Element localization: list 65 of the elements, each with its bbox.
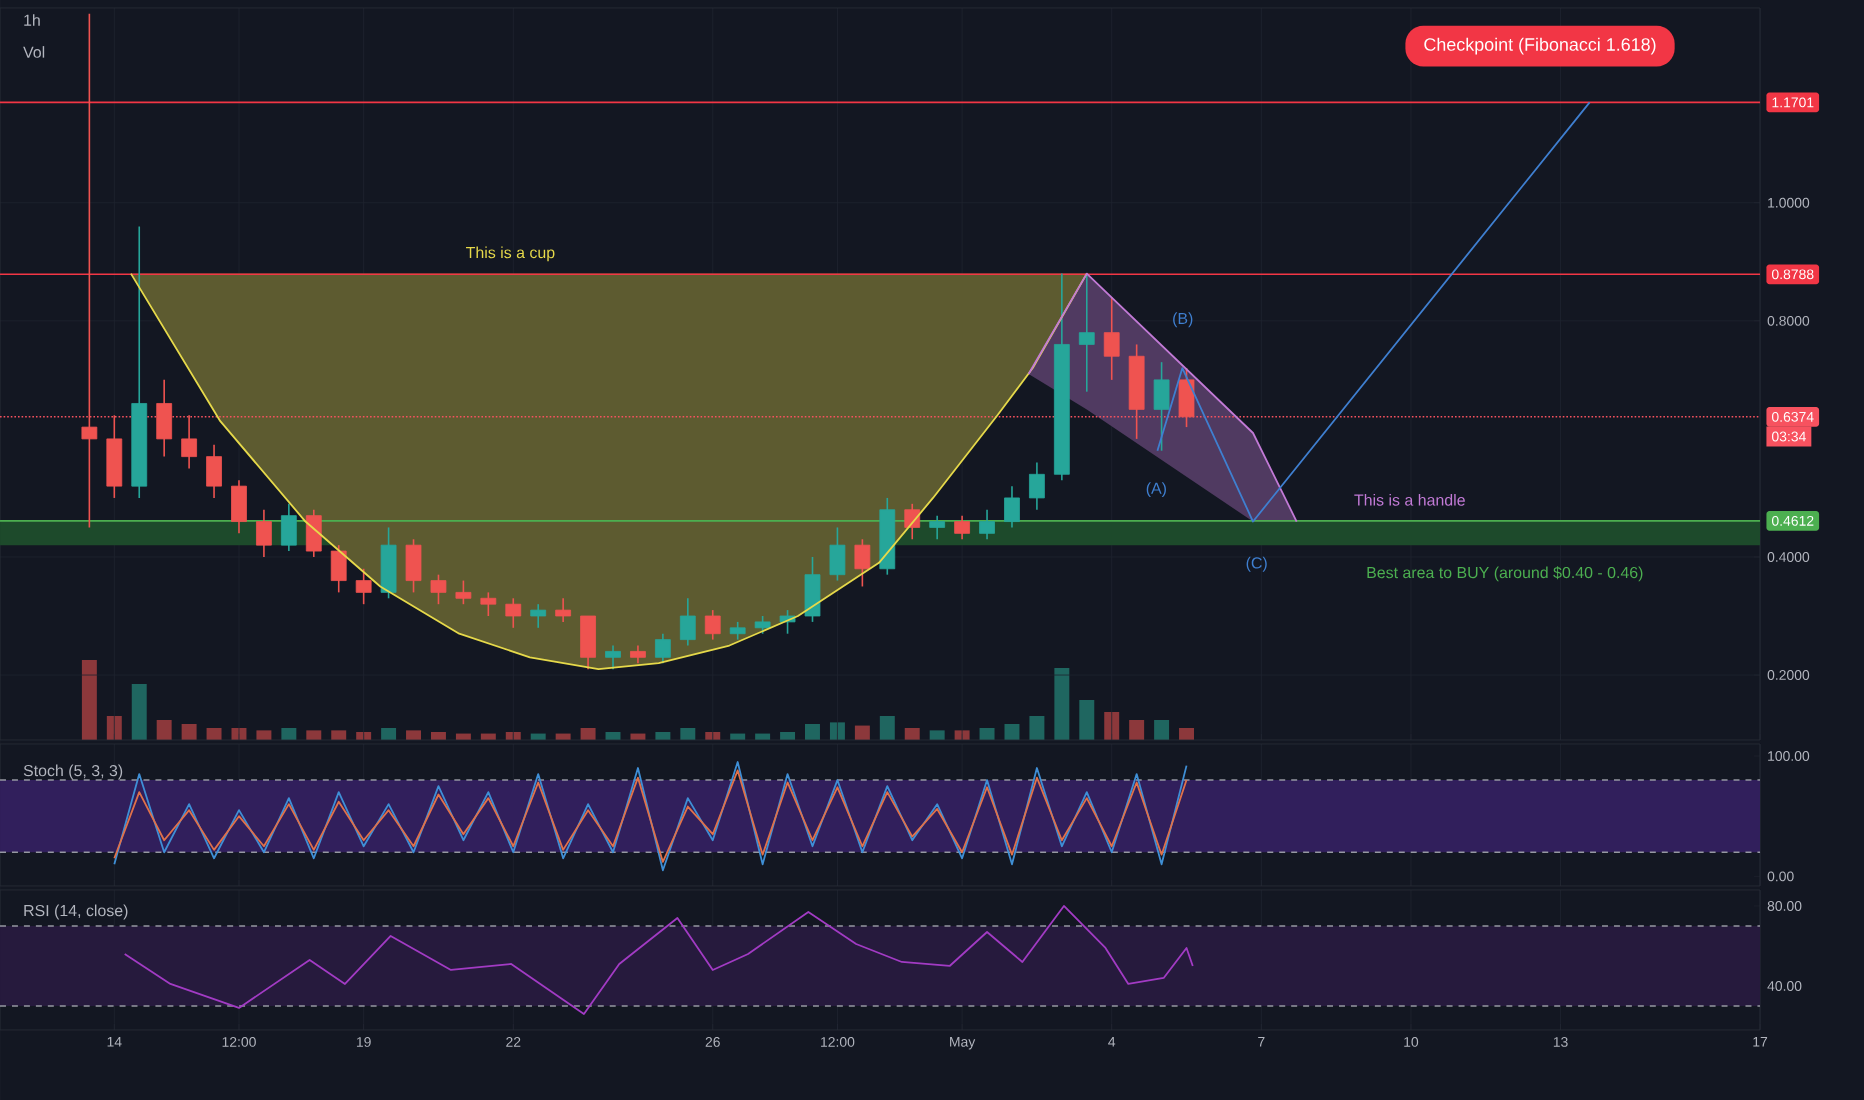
bar: [979, 727, 995, 740]
annotation: Checkpoint (Fibonacci 1.618): [1424, 37, 1656, 55]
bar: [1179, 727, 1195, 740]
candlestick: [355, 567, 372, 605]
bar: [156, 719, 172, 740]
bar: [131, 683, 147, 740]
bar: [306, 730, 322, 740]
candlestick: [1103, 296, 1120, 381]
bar: [929, 730, 945, 740]
bar: [904, 727, 920, 740]
candlestick: [480, 591, 497, 617]
candlestick: [1004, 485, 1020, 529]
bar: [381, 727, 397, 740]
candlestick: [929, 514, 946, 541]
candlestick: [704, 609, 721, 641]
bar: [829, 722, 845, 740]
candlestick: [954, 514, 970, 541]
bar: [256, 730, 272, 740]
bar: [805, 723, 820, 740]
bar: [106, 715, 122, 740]
candlestick: [330, 544, 347, 594]
candlestick: [156, 379, 173, 458]
candlestick: [655, 632, 671, 665]
bar: [1079, 699, 1095, 740]
candlestick: [1078, 272, 1095, 393]
bar: [1004, 723, 1020, 740]
candlestick: [455, 579, 472, 605]
bar: [331, 730, 347, 740]
candlestick: [81, 13, 98, 529]
candlestick: [979, 508, 995, 541]
candlestick: [854, 538, 871, 588]
bar: [281, 727, 297, 740]
candlestick: [530, 603, 547, 629]
bar: [81, 659, 97, 740]
candlestick: [206, 444, 222, 499]
candlestick: [405, 538, 422, 594]
bar: [1054, 667, 1070, 740]
bar: [181, 723, 197, 740]
bar: [406, 730, 422, 740]
bar: [580, 727, 596, 740]
bar: [1154, 719, 1170, 740]
bar: [1104, 711, 1120, 740]
bar: [206, 727, 222, 740]
candlestick: [804, 556, 821, 623]
candlestick: [256, 508, 272, 558]
candlestick: [505, 597, 522, 629]
candlestick: [1153, 361, 1170, 452]
candlestick: [106, 414, 123, 499]
candlestick: [1029, 461, 1045, 511]
candlestick: [580, 615, 596, 670]
candlestick: [555, 597, 572, 623]
bar: [879, 715, 895, 740]
candlestick: [231, 479, 247, 535]
candlestick: [1178, 367, 1195, 428]
candlestick: [430, 573, 447, 605]
candlestick: [829, 526, 846, 582]
candlestick: [305, 508, 322, 558]
bar: [1129, 719, 1145, 740]
candlestick: [679, 597, 696, 647]
bar: [1029, 715, 1045, 740]
candlestick: [181, 414, 197, 470]
bar: [854, 725, 870, 740]
candlestick: [380, 526, 397, 600]
bar: [680, 727, 696, 740]
candlestick: [280, 503, 297, 552]
